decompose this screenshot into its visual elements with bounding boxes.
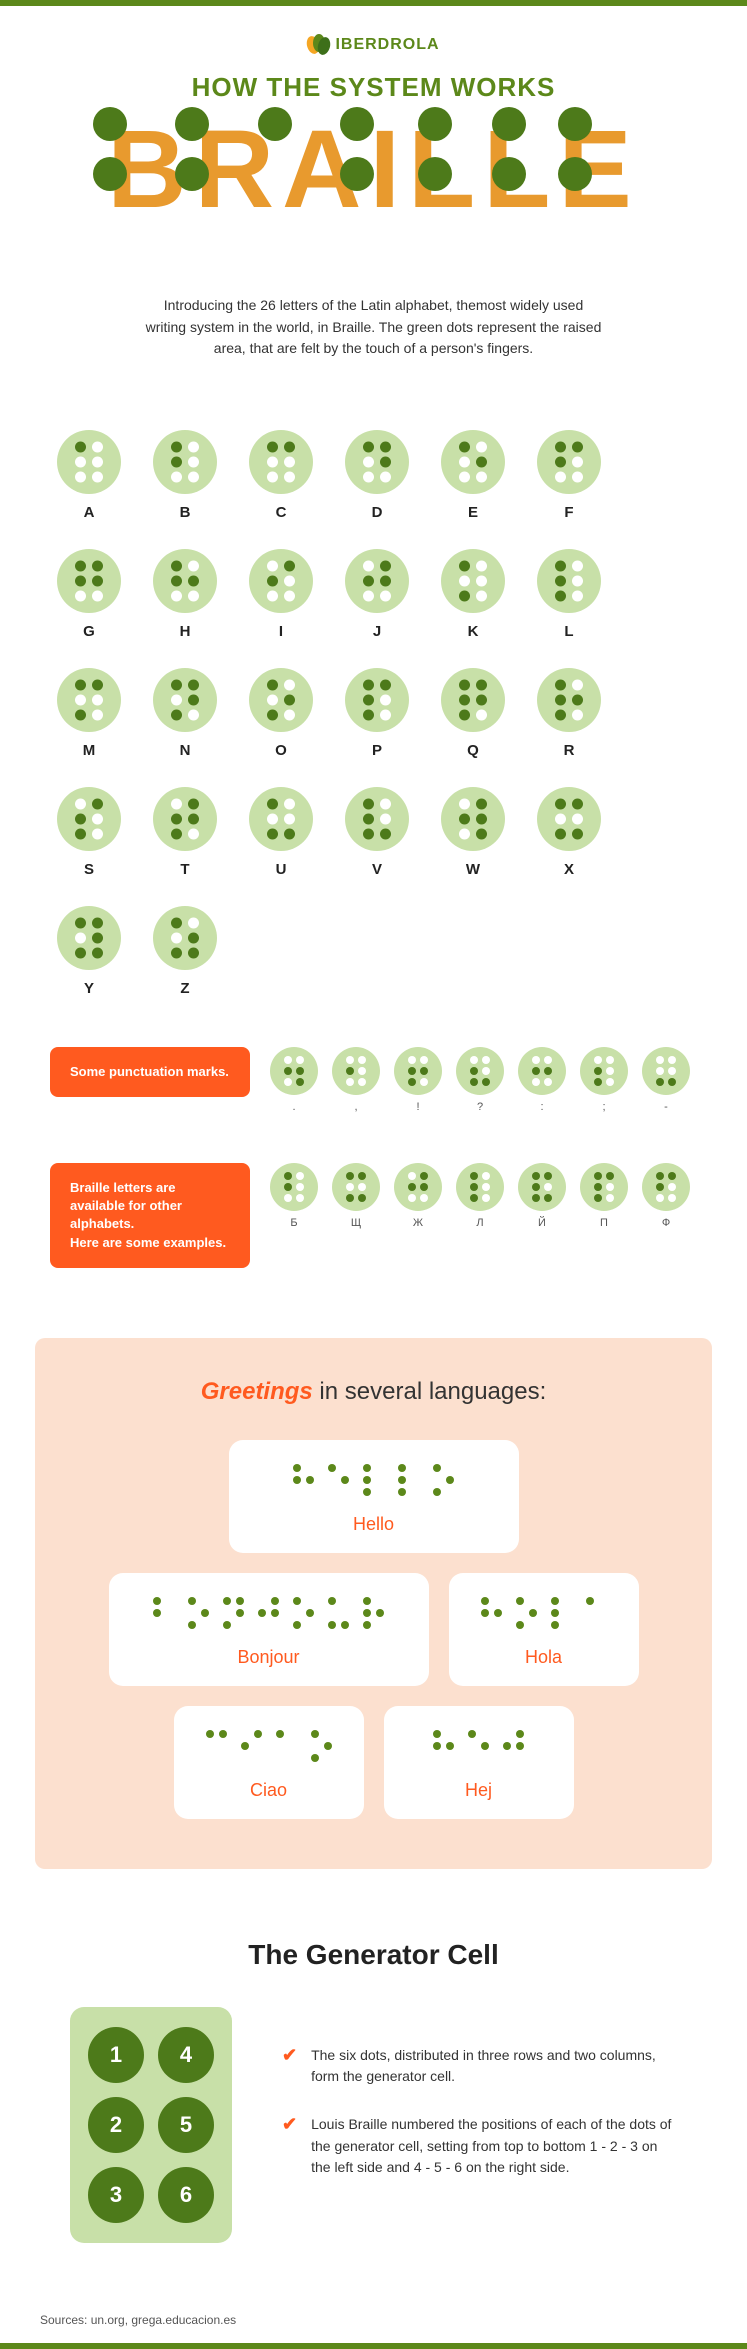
greeting-card: Bonjour [109,1573,429,1686]
other-alphabets-section: Braille letters are available for other … [50,1163,697,1268]
alphabet-grid: ABCDEF GHIJKL MNOPQR STUVWX YZ [50,430,697,997]
generator-text: ✔The six dots, distributed in three rows… [282,2045,677,2205]
braille-cell: I [242,549,320,640]
greetings-panel: Greetings in several languages: Hello Bon… [35,1338,712,1869]
intro-text: Introducing the 26 letters of the Latin … [144,295,604,360]
generator-dot: 4 [158,2027,214,2083]
braille-cell: - [642,1047,690,1113]
greeting-card: Hej [384,1706,574,1819]
punctuation-section: Some punctuation marks. .,!?:;- [50,1047,697,1113]
greetings-title: Greetings in several languages: [65,1378,682,1406]
braille-cell: V [338,787,416,878]
subtitle: HOW THE SYSTEM WORKS [0,72,747,103]
braille-cell: : [518,1047,566,1113]
other-alphabets-label: Braille letters are available for other … [50,1163,250,1268]
braille-cell: Б [270,1163,318,1229]
braille-cell: , [332,1047,380,1113]
punctuation-label: Some punctuation marks. [50,1047,250,1097]
braille-cell: U [242,787,320,878]
generator-dot: 1 [88,2027,144,2083]
braille-cell: R [530,668,608,759]
braille-cell: P [338,668,416,759]
generator-dot: 2 [88,2097,144,2153]
generator-dot: 5 [158,2097,214,2153]
braille-cell: Y [50,906,128,997]
logo-text: IBERDROLA [335,36,439,54]
sources: Sources: un.org, grega.educacion.es [40,2313,707,2327]
braille-cell: Z [146,906,224,997]
braille-cell: Ф [642,1163,690,1229]
greetings-title-em: Greetings [201,1378,313,1405]
braille-cell: Q [434,668,512,759]
generator-dot: 3 [88,2167,144,2223]
braille-cell: . [270,1047,318,1113]
check-icon: ✔ [282,2045,297,2066]
top-bar [0,0,747,6]
braille-cell: E [434,430,512,521]
braille-cell: N [146,668,224,759]
hero-word: BRAILLE [107,115,640,225]
braille-cell: ! [394,1047,442,1113]
logo: IBERDROLA [0,34,747,56]
braille-cell: M [50,668,128,759]
greetings-title-rest: in several languages: [313,1378,546,1405]
braille-cell: X [530,787,608,878]
braille-cell: ? [456,1047,504,1113]
braille-cell: K [434,549,512,640]
other-alphabets-row: БЩЖЛЙПФ [270,1163,690,1229]
braille-cell: Ж [394,1163,442,1229]
braille-cell: ; [580,1047,628,1113]
braille-cell: W [434,787,512,878]
braille-cell: Й [518,1163,566,1229]
braille-cell: G [50,549,128,640]
generator-row: 142536 ✔The six dots, distributed in thr… [70,2007,677,2243]
braille-cell: C [242,430,320,521]
generator-title: The Generator Cell [0,1939,747,1971]
braille-cell: Л [456,1163,504,1229]
greeting-card: Ciao [174,1706,364,1819]
braille-cell: O [242,668,320,759]
braille-cell: F [530,430,608,521]
logo-icon [307,34,329,56]
hero: BRAILLE [0,115,747,255]
generator-cell: 142536 [70,2007,232,2243]
bottom-bar [0,2343,747,2349]
braille-cell: J [338,549,416,640]
braille-cell: H [146,549,224,640]
check-icon: ✔ [282,2114,297,2135]
braille-cell: D [338,430,416,521]
braille-cell: B [146,430,224,521]
braille-cell: T [146,787,224,878]
generator-dot: 6 [158,2167,214,2223]
braille-cell: П [580,1163,628,1229]
braille-cell: Щ [332,1163,380,1229]
greeting-card: Hello [229,1440,519,1553]
greetings-grid: Hello BonjourHola CiaoHej [65,1440,682,1819]
braille-cell: S [50,787,128,878]
greeting-card: Hola [449,1573,639,1686]
braille-cell: L [530,549,608,640]
punctuation-row: .,!?:;- [270,1047,690,1113]
braille-cell: A [50,430,128,521]
